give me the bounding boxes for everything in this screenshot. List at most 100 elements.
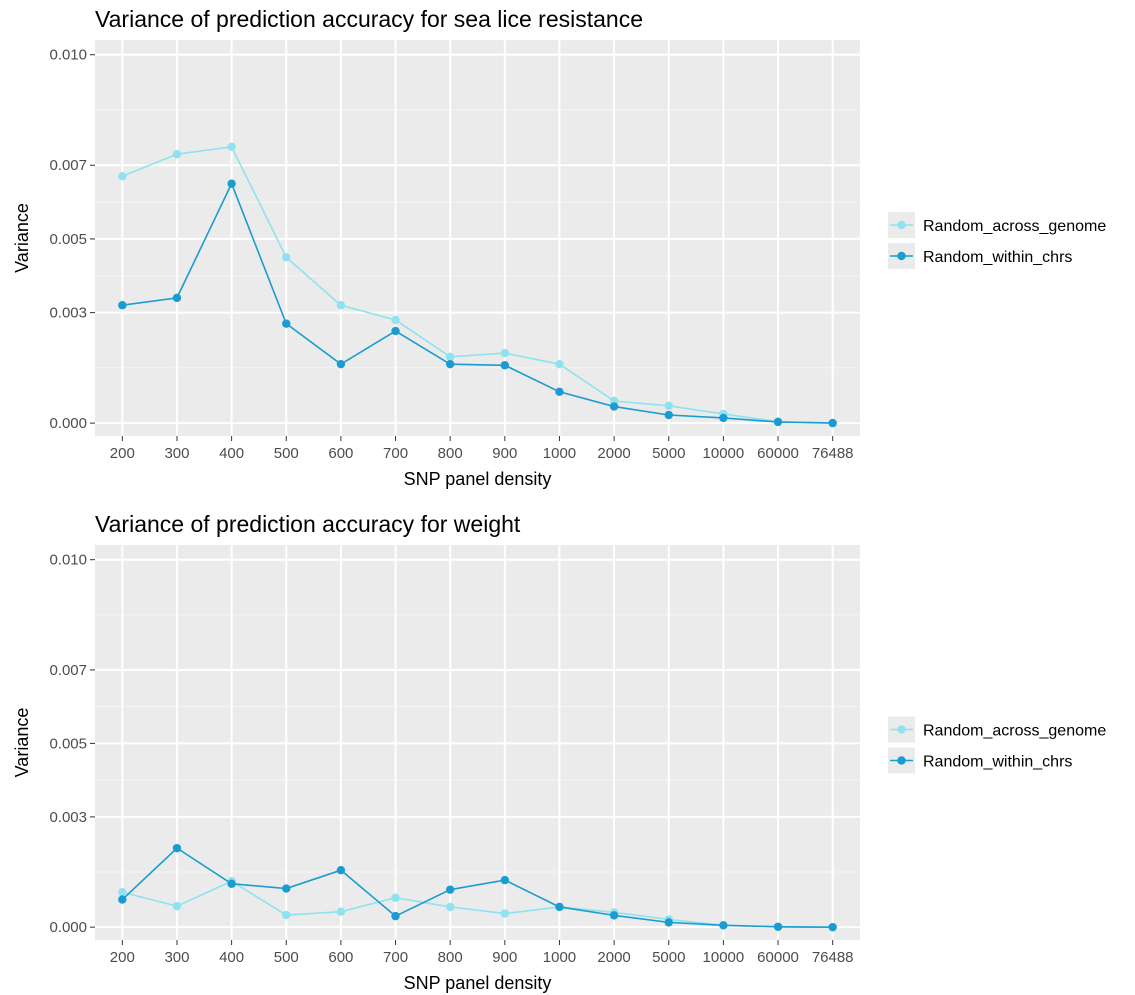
data-point	[227, 142, 236, 152]
data-point	[555, 902, 564, 912]
x-tick-label: 500	[274, 445, 299, 462]
data-point	[719, 921, 728, 930]
series-line	[121, 847, 833, 928]
x-tick-label: 10000	[703, 949, 745, 966]
data-point	[391, 315, 400, 325]
x-tick-label: 800	[438, 949, 463, 966]
x-tick-label: 5000	[652, 445, 685, 462]
data-point	[445, 885, 455, 894]
y-tick-label: 0.000	[49, 919, 87, 936]
data-point	[445, 352, 455, 361]
x-tick-label: 600	[328, 445, 353, 462]
x-tick-label: 300	[164, 445, 189, 462]
legend-key-point	[897, 220, 906, 230]
x-tick-label: 400	[219, 445, 244, 462]
data-point	[118, 301, 127, 310]
legend-key-point	[897, 251, 906, 261]
x-tick-label: 200	[110, 445, 135, 462]
data-point	[500, 361, 510, 370]
x-tick-label: 900	[492, 949, 517, 966]
x-tick-label: 300	[164, 949, 189, 966]
x-tick-label: 76488	[812, 949, 854, 966]
data-point	[118, 895, 127, 904]
x-tick-label: 2000	[597, 949, 630, 966]
data-point	[282, 884, 291, 893]
data-point	[555, 359, 564, 369]
x-tick-label: 60000	[757, 949, 799, 966]
data-point	[664, 401, 673, 410]
x-tick-label: 700	[383, 949, 408, 966]
x-axis-title: SNP panel density	[404, 469, 552, 489]
data-point	[391, 326, 400, 336]
data-point	[391, 893, 400, 902]
data-point	[391, 911, 400, 921]
x-tick-label: 200	[110, 949, 135, 966]
legend-key-point	[897, 756, 906, 765]
data-point	[336, 301, 346, 310]
data-point	[336, 865, 346, 875]
x-tick-label: 60000	[757, 445, 799, 462]
y-tick-label: 0.005	[49, 231, 87, 248]
y-tick-label: 0.010	[49, 552, 87, 569]
data-point	[118, 888, 127, 897]
chart-panel-1: Variance of prediction accuracy for sea …	[12, 6, 1106, 489]
x-tick-label: 1000	[543, 445, 576, 462]
data-point	[773, 417, 783, 427]
data-point	[282, 253, 291, 262]
data-point	[227, 179, 236, 188]
y-tick-label: 0.005	[49, 735, 87, 752]
data-point	[172, 149, 182, 159]
series-random-within-chrs	[118, 179, 837, 428]
data-point	[172, 293, 182, 303]
data-point	[609, 911, 619, 920]
y-axis-title: Variance	[12, 203, 32, 273]
x-tick-label: 500	[274, 949, 299, 966]
data-point	[118, 172, 127, 181]
data-point	[828, 922, 837, 932]
gridlines	[95, 545, 860, 940]
y-tick-label: 0.003	[49, 305, 87, 322]
x-tick-label: 76488	[812, 445, 854, 462]
legend-label: Random_within_chrs	[923, 249, 1072, 266]
y-tick-label: 0.003	[49, 809, 87, 826]
data-point	[445, 359, 455, 369]
y-axis-title: Variance	[12, 708, 32, 778]
data-point	[172, 901, 182, 911]
chart-panel-2: Variance of prediction accuracy for weig…	[12, 511, 1106, 993]
legend: Random_across_genome Random_within_chrs	[888, 716, 1106, 774]
y-tick-label: 0.000	[49, 415, 87, 432]
legend-label: Random_across_genome	[923, 218, 1106, 235]
legend-key-point	[897, 725, 906, 734]
x-axis-title: SNP panel density	[404, 973, 552, 993]
data-point	[664, 918, 673, 927]
x-tick-label: 700	[383, 445, 408, 462]
chart-title: Variance of prediction accuracy for sea …	[95, 6, 643, 32]
data-point	[227, 879, 236, 888]
series-random-within-chrs	[118, 843, 837, 932]
x-tick-label: 900	[492, 445, 517, 462]
x-tick-label: 2000	[597, 445, 630, 462]
x-tick-label: 1000	[543, 949, 576, 966]
x-tick-label: 10000	[703, 445, 745, 462]
legend-label: Random_within_chrs	[923, 754, 1072, 771]
series-line	[122, 181, 833, 424]
data-point	[828, 418, 837, 428]
data-point	[282, 319, 291, 328]
data-point	[719, 413, 728, 423]
legend: Random_across_genome Random_within_chrs	[888, 212, 1106, 269]
legend-label: Random_across_genome	[923, 723, 1106, 740]
data-point	[500, 909, 510, 918]
data-point	[500, 348, 510, 358]
data-point	[555, 387, 564, 396]
y-tick-label: 0.007	[49, 662, 87, 679]
chart-title: Variance of prediction accuracy for weig…	[95, 511, 521, 537]
data-point	[773, 922, 783, 931]
series-line	[122, 145, 833, 424]
x-tick-label: 5000	[652, 949, 685, 966]
data-point	[609, 402, 619, 411]
data-point	[282, 910, 291, 920]
y-tick-label: 0.007	[49, 157, 87, 174]
y-tick-label: 0.010	[49, 47, 87, 64]
data-point	[445, 902, 455, 912]
